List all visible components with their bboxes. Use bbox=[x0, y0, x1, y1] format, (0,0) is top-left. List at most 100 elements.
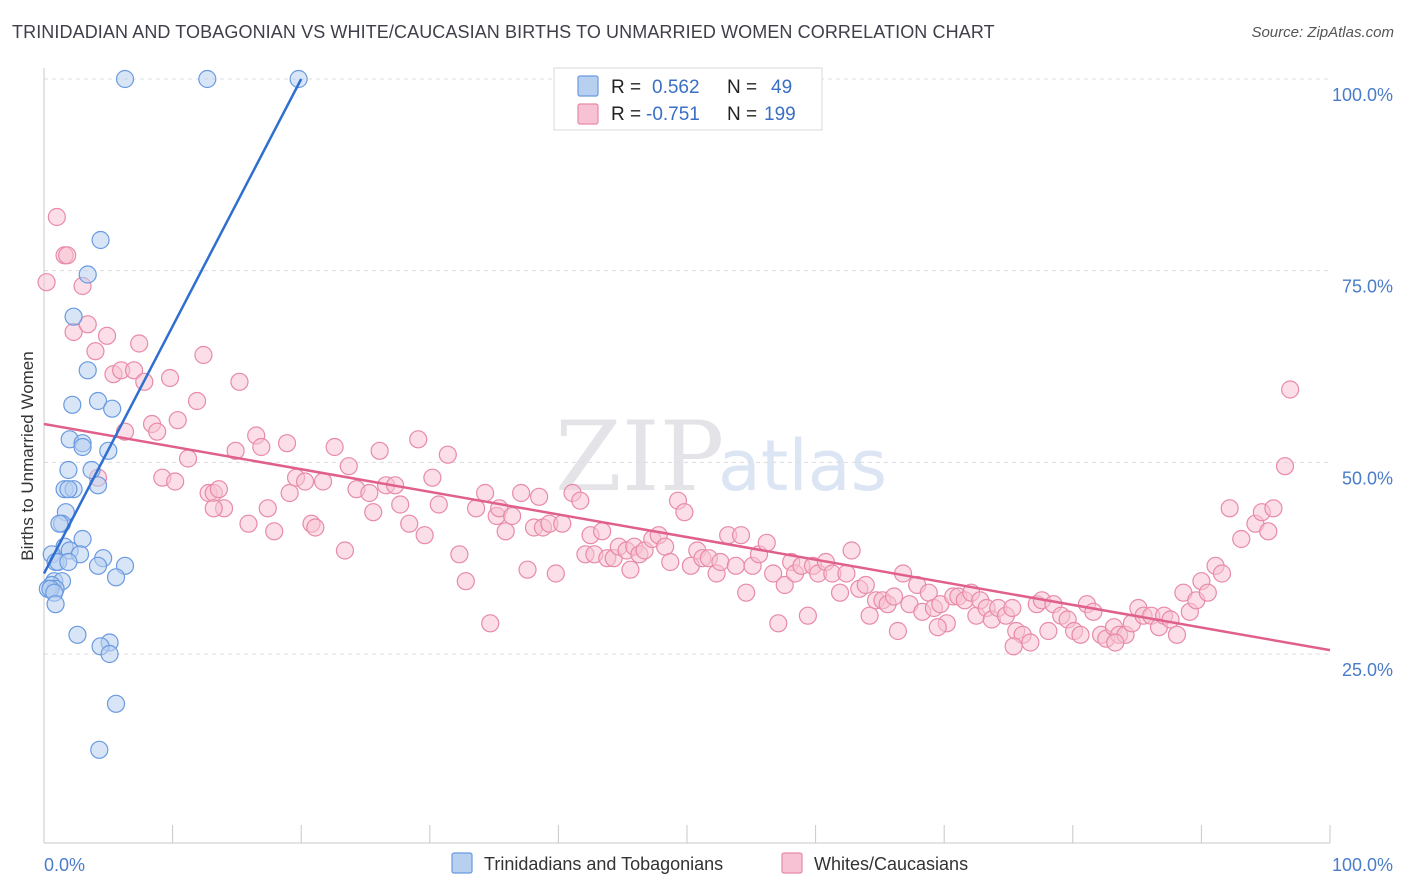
whites-point-96 bbox=[675, 503, 694, 522]
whites-point-63 bbox=[475, 483, 495, 503]
whites-point-126 bbox=[860, 606, 879, 625]
whites-point-50 bbox=[370, 441, 389, 460]
trinidadians-point-32 bbox=[88, 556, 108, 575]
legend-label-trinidadians: Trinidadians and Tobagonians bbox=[484, 854, 723, 874]
whites-point-110 bbox=[764, 564, 783, 583]
legend: Trinidadians and Tobagonians Whites/Cauc… bbox=[451, 852, 968, 874]
whites-point-175 bbox=[1161, 610, 1180, 629]
whites-point-45 bbox=[335, 541, 355, 560]
trinidadians-point-0 bbox=[115, 69, 135, 89]
whites-point-32 bbox=[239, 514, 258, 533]
whites-point-34 bbox=[252, 437, 271, 457]
whites-point-8 bbox=[97, 326, 117, 345]
trinidadians-point-7 bbox=[88, 391, 108, 411]
trinidadians-point-3 bbox=[91, 230, 110, 250]
whites-point-68 bbox=[503, 506, 522, 526]
whites-point-30 bbox=[204, 499, 223, 518]
whites-point-163 bbox=[1084, 602, 1103, 621]
stats-n-value-1: 49 bbox=[771, 77, 792, 98]
whites-point-185 bbox=[1232, 529, 1251, 549]
whites-point-58 bbox=[429, 495, 448, 514]
whites-point-36 bbox=[265, 522, 284, 541]
whites-point-192 bbox=[1004, 637, 1023, 656]
series-trinidadians-and-tobagonians bbox=[38, 69, 308, 759]
stats-n-value-2: 199 bbox=[764, 104, 796, 125]
whites-point-57 bbox=[423, 468, 442, 487]
whites-point-20 bbox=[148, 422, 167, 441]
whites-point-105 bbox=[731, 526, 751, 545]
whites-point-176 bbox=[1167, 625, 1187, 644]
trinidadians-point-2 bbox=[289, 69, 308, 89]
whites-point-121 bbox=[830, 583, 850, 602]
whites-point-94 bbox=[661, 552, 680, 572]
whites-point-78 bbox=[571, 491, 590, 510]
whites-point-15 bbox=[194, 345, 213, 365]
whites-point-56 bbox=[415, 526, 434, 545]
trinidadians-point-47 bbox=[106, 694, 126, 713]
legend-swatch-pink bbox=[781, 852, 803, 874]
whites-point-183 bbox=[1212, 564, 1232, 583]
stats-r-value-2: -0.751 bbox=[646, 104, 700, 125]
whites-point-131 bbox=[888, 621, 908, 641]
whites-point-43 bbox=[313, 472, 333, 491]
whites-point-116 bbox=[798, 606, 817, 625]
y-tick-labels: 25.0% 50.0% 75.0% 100.0% bbox=[1332, 85, 1393, 680]
trinidadians-point-46 bbox=[100, 644, 119, 664]
whites-point-61 bbox=[456, 572, 475, 591]
trinidadians-point-4 bbox=[78, 265, 97, 284]
whites-point-0 bbox=[37, 273, 56, 292]
whites-point-25 bbox=[178, 449, 198, 468]
trinidadians-point-31 bbox=[59, 552, 78, 572]
whites-point-72 bbox=[530, 487, 549, 506]
whites-point-130 bbox=[884, 587, 904, 606]
trinidadians-point-6 bbox=[78, 361, 97, 380]
whites-point-189 bbox=[1264, 499, 1283, 518]
whites-point-54 bbox=[400, 514, 419, 533]
whites-point-64 bbox=[481, 614, 500, 633]
stats-n-label-1: N = bbox=[727, 77, 757, 98]
trinidadians-point-19 bbox=[59, 480, 78, 499]
whites-point-53 bbox=[391, 495, 410, 514]
whites-point-125 bbox=[856, 575, 875, 595]
whites-point-49 bbox=[364, 503, 383, 522]
trinidadians-point-14 bbox=[59, 460, 78, 480]
whites-point-19 bbox=[168, 411, 187, 430]
stats-box-frame bbox=[553, 67, 823, 131]
whites-point-70 bbox=[518, 560, 537, 579]
chart-title: TRINIDADIAN AND TOBAGONIAN VS WHITE/CAUC… bbox=[12, 22, 995, 42]
whites-point-9 bbox=[130, 334, 149, 353]
whites-point-35 bbox=[258, 499, 277, 518]
x-tick-label-right: 100.0% bbox=[1332, 855, 1393, 875]
legend-label-whites: Whites/Caucasians bbox=[814, 854, 968, 874]
watermark: ZIP atlas bbox=[555, 401, 887, 513]
whites-point-17 bbox=[187, 391, 207, 411]
whites-point-191 bbox=[1281, 380, 1300, 399]
whites-point-59 bbox=[438, 445, 457, 464]
trinidadians-point-42 bbox=[46, 595, 65, 614]
whites-point-60 bbox=[450, 545, 469, 564]
whites-point-184 bbox=[1220, 499, 1239, 518]
whites-point-161 bbox=[1071, 625, 1090, 644]
whites-point-106 bbox=[737, 583, 756, 602]
whites-point-123 bbox=[842, 541, 861, 560]
whites-point-194 bbox=[928, 618, 947, 637]
stats-swatch-blue bbox=[577, 75, 599, 97]
whites-point-111 bbox=[769, 614, 788, 633]
whites-point-28 bbox=[209, 480, 228, 499]
whites-point-190 bbox=[1275, 457, 1295, 476]
trend-lines bbox=[42, 78, 1331, 652]
whites-point-193 bbox=[1106, 633, 1125, 652]
whites-point-46 bbox=[339, 457, 358, 476]
whites-point-48 bbox=[360, 483, 379, 503]
whites-point-87 bbox=[621, 560, 640, 579]
y-tick-label-50: 50.0% bbox=[1342, 468, 1393, 488]
trinidadians-point-5 bbox=[64, 307, 83, 326]
whites-point-40 bbox=[295, 472, 315, 491]
trend-line-trinidadians bbox=[42, 78, 303, 575]
whites-point-82 bbox=[593, 522, 612, 541]
series-whites-caucasians bbox=[37, 207, 1300, 656]
whites-point-122 bbox=[837, 564, 856, 583]
whites-point-12 bbox=[124, 361, 144, 380]
stats-r-label-1: R = bbox=[611, 77, 641, 98]
